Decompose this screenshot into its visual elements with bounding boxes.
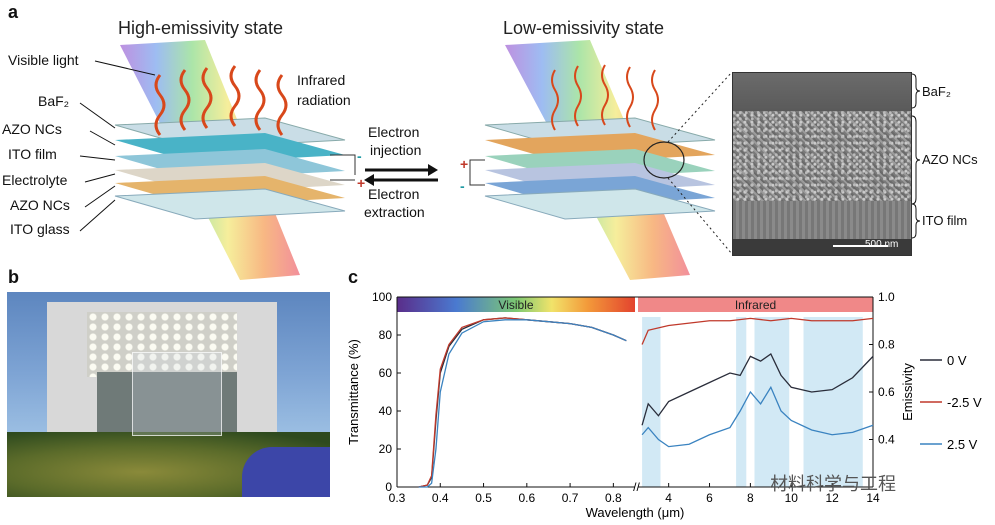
y-axis-label-left: Transmittance (%) xyxy=(346,339,361,445)
label-electrolyte: Electrolyte xyxy=(2,172,68,188)
series-2-visible-line xyxy=(418,319,627,488)
label-extraction-2: extraction xyxy=(364,204,425,220)
x-tick-label-vis-2: 0.5 xyxy=(475,491,492,505)
infrared-arrows-left xyxy=(154,65,288,136)
y-tick-label-left-2: 40 xyxy=(379,404,393,418)
label-ito-glass: ITO glass xyxy=(10,221,70,237)
y-tick-label-right-3: 1.0 xyxy=(878,290,895,304)
series-0-infrared-line xyxy=(641,353,874,426)
scale-bar-label: 500 nm xyxy=(865,239,899,250)
tem-label-baf2: BaF₂ xyxy=(922,84,951,99)
label-azo-ncs-top: AZO NCs xyxy=(2,121,62,137)
x-tick-label-ir-4: 12 xyxy=(825,491,839,505)
transparent-device xyxy=(132,352,222,436)
label-injection-1: Electron xyxy=(368,124,420,140)
low-emissivity-title: Low-emissivity state xyxy=(503,18,665,38)
x-tick-label-vis-0: 0.3 xyxy=(389,491,406,505)
left-circuit xyxy=(330,154,356,181)
y-tick-label-left-5: 100 xyxy=(372,290,392,304)
legend-label-1: -2.5 V xyxy=(947,395,982,410)
right-plus-sign: + xyxy=(460,156,469,172)
absorption-band-1 xyxy=(736,317,747,487)
absorption-band-3 xyxy=(803,317,863,487)
label-azo-ncs-bottom: AZO NCs xyxy=(10,197,70,213)
x-tick-label-vis-3: 0.6 xyxy=(518,491,535,505)
tem-cross-section: 500 nm xyxy=(732,72,912,256)
device-photo xyxy=(7,292,330,497)
legend-label-0: 0 V xyxy=(947,353,967,368)
panel-label-b: b xyxy=(8,267,19,287)
visible-band-bar xyxy=(397,297,635,312)
scale-bar xyxy=(833,245,888,247)
device-illustration xyxy=(79,40,921,280)
gloved-hand xyxy=(242,447,330,497)
zoom-circle xyxy=(643,141,685,179)
high-emissivity-device-stack xyxy=(114,117,346,220)
high-emissivity-title: High-emissivity state xyxy=(118,18,284,38)
tem-label-azo: AZO NCs xyxy=(922,152,978,167)
infrared-band-label: Infrared xyxy=(735,298,776,312)
panel-label-a: a xyxy=(8,2,19,22)
label-baf2: BaF₂ xyxy=(38,93,70,109)
legend-label-2: 2.5 V xyxy=(947,437,978,452)
x-tick-label-ir-5: 14 xyxy=(866,491,880,505)
x-tick-label-ir-3: 10 xyxy=(785,491,799,505)
right-circuit xyxy=(469,159,485,186)
right-minus-sign: - xyxy=(460,178,465,194)
label-infrared-1: Infrared xyxy=(297,72,346,88)
low-emissivity-device-stack xyxy=(484,117,716,220)
emissivity-chart: Visible Infrared // 0.3 0.4 0.5 0.6 0.7 0.8 4 6 8 10… xyxy=(346,290,982,520)
x-tick-label-ir-0: 4 xyxy=(665,491,672,505)
left-minus-sign: - xyxy=(357,148,362,164)
series-2-infrared-line xyxy=(641,385,874,448)
x-tick-label-vis-5: 0.8 xyxy=(605,491,622,505)
y-tick-label-right-0: 0.4 xyxy=(878,433,895,447)
label-pointers xyxy=(79,60,156,232)
electron-exchange-arrows xyxy=(364,164,438,186)
panel-label-c: c xyxy=(348,267,359,287)
axis-break-mark: // xyxy=(633,480,640,494)
y-tick-label-left-4: 80 xyxy=(379,328,393,342)
label-infrared-2: radiation xyxy=(297,92,351,108)
y-axis-label-right: Emissivity xyxy=(900,363,915,421)
label-ito-film: ITO film xyxy=(8,146,57,162)
y-tick-label-left-1: 20 xyxy=(379,442,393,456)
absorption-band-2 xyxy=(754,317,790,487)
x-tick-label-vis-4: 0.7 xyxy=(562,491,579,505)
label-visible-light: Visible light xyxy=(8,52,79,68)
y-tick-label-right-2: 0.8 xyxy=(878,338,895,352)
x-axis-label: Wavelength (μm) xyxy=(586,505,685,520)
infrared-arrows-right xyxy=(551,64,659,131)
y-tick-label-left-3: 60 xyxy=(379,366,393,380)
x-tick-label-vis-1: 0.4 xyxy=(432,491,449,505)
infrared-band-bar xyxy=(638,297,873,312)
tem-braces xyxy=(911,73,921,239)
absorption-band-0 xyxy=(642,317,661,487)
series-1-visible-line xyxy=(418,317,627,488)
series-1-infrared-line xyxy=(641,317,874,345)
y-tick-label-left-0: 0 xyxy=(385,480,392,494)
label-extraction-1: Electron xyxy=(368,186,420,202)
visible-band-label: Visible xyxy=(498,298,533,312)
watermark-text: 材料科学与工程 xyxy=(770,474,896,494)
tem-label-ito: ITO film xyxy=(922,213,968,228)
label-injection-2: injection xyxy=(370,142,422,158)
x-tick-label-ir-1: 6 xyxy=(706,491,713,505)
y-tick-label-right-1: 0.6 xyxy=(878,385,895,399)
left-plus-sign: + xyxy=(357,175,366,191)
x-tick-label-ir-2: 8 xyxy=(747,491,754,505)
